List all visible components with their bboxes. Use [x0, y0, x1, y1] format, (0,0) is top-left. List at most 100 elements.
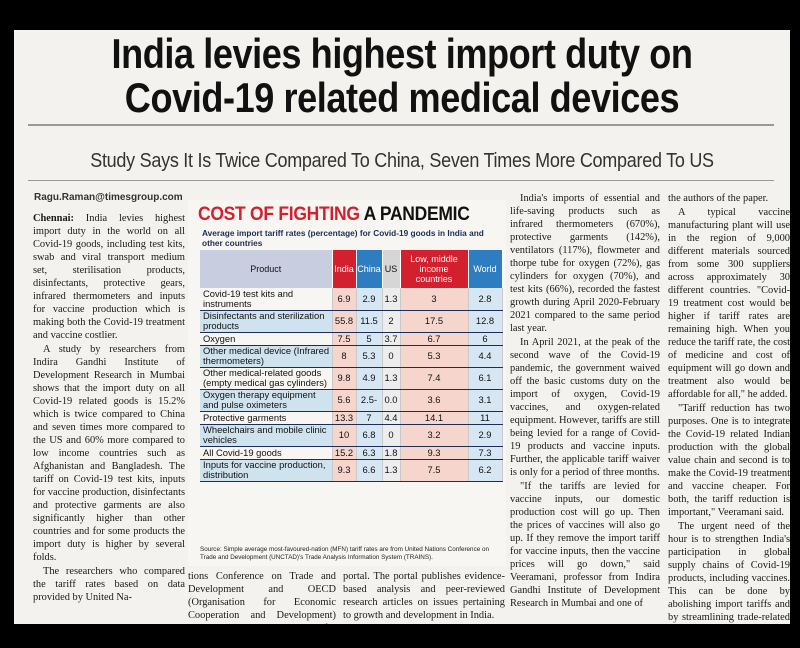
- tariff-cell-low-middle: 7.5: [400, 459, 469, 482]
- article-column-1: Chennai: India levies highest import dut…: [33, 212, 185, 622]
- article-paragraph: the authors of the paper.: [668, 193, 769, 204]
- tariff-cell-world: 6.2: [468, 459, 503, 482]
- table-row: All Covid-19 goods 15.2 6.3 1.8 9.3 7.3: [200, 446, 503, 460]
- column-header-china: China: [356, 250, 383, 288]
- tariff-cell-india: 10: [332, 424, 357, 447]
- tariff-cell-world: 3.1: [468, 389, 503, 412]
- article-column-4: India's imports of essential and life-sa…: [510, 192, 660, 624]
- column-header-world: World: [468, 250, 503, 288]
- byline: Ragu.Raman@timesgroup.com: [34, 192, 183, 203]
- article-paragraph: "Tariff reduction has two purposes. One …: [668, 403, 790, 518]
- article-paragraph: "If the tariffs are levied for vaccine i…: [510, 481, 660, 609]
- tariff-cell-low-middle: 9.3: [400, 446, 469, 460]
- tariff-cell-china: 2.9: [356, 288, 383, 311]
- tariff-cell-world: 6: [468, 332, 503, 346]
- headline-line-1: India levies highest import duty on: [111, 30, 693, 77]
- tariff-cell-china: 7: [356, 411, 383, 425]
- article-paragraph: portal. The portal publishes evidence-ba…: [343, 571, 505, 621]
- product-cell: Oxygen: [200, 332, 333, 346]
- column-header-us: US: [382, 250, 401, 288]
- table-row: Oxygen 7.5 5 3.7 6.7 6: [200, 332, 503, 346]
- table-row: Protective garments 13.3 7 4.4 14.1 11: [200, 411, 503, 425]
- tariff-cell-us: 1.8: [382, 446, 401, 460]
- tariff-cell-low-middle: 14.1: [400, 411, 469, 425]
- tariff-cell-us: 1.3: [382, 459, 401, 482]
- tariff-cell-china: 6.3: [356, 446, 383, 460]
- tariff-cell-low-middle: 7.4: [400, 367, 469, 390]
- tariff-cell-low-middle: 17.5: [400, 310, 469, 333]
- infographic-title-red: COST OF FIGHTING: [198, 204, 360, 225]
- article-paragraph: A typical vaccine manufacturing plant wi…: [668, 207, 790, 400]
- infographic-source: Source: Simple average most-favoured-nat…: [200, 546, 489, 561]
- tariff-cell-us: 4.4: [382, 411, 401, 425]
- column-header-india: India: [332, 250, 357, 288]
- tariff-cell-india: 5.6: [332, 389, 357, 412]
- subheadline: Study Says It Is Twice Compared To China…: [90, 150, 714, 172]
- tariff-cell-china: 11.5: [356, 310, 383, 333]
- table-row: Inputs for vaccine production, distribut…: [200, 459, 503, 482]
- tariff-cell-india: 9.3: [332, 459, 357, 482]
- tariff-cell-world: 4.4: [468, 345, 503, 368]
- column-header-product: Product: [200, 250, 333, 288]
- tariff-cell-india: 8: [332, 345, 357, 368]
- product-cell: Other medical device (Infrared thermomet…: [200, 345, 333, 368]
- table-row: Disinfectants and sterilization products…: [200, 310, 503, 333]
- headline-divider: [28, 124, 774, 126]
- tariff-cell-us: 0.0: [382, 389, 401, 412]
- tariff-cell-india: 7.5: [332, 332, 357, 346]
- tariff-cell-india: 6.9: [332, 288, 357, 311]
- article-paragraph: India's imports of essential and life-sa…: [510, 193, 660, 334]
- tariff-cell-us: 2: [382, 310, 401, 333]
- tariff-cell-world: 7.3: [468, 446, 503, 460]
- article-paragraph: The urgent need of the hour is to streng…: [668, 521, 790, 623]
- product-cell: Inputs for vaccine production, distribut…: [200, 459, 333, 482]
- tariff-cell-low-middle: 5.3: [400, 345, 469, 368]
- article-paragraph: Chennai: India levies highest import dut…: [33, 212, 185, 342]
- tariff-cell-china: 4.9: [356, 367, 383, 390]
- tariff-cell-us: 3.7: [382, 332, 401, 346]
- tariff-cell-india: 55.8: [332, 310, 357, 333]
- article-column-3: portal. The portal publishes evidence-ba…: [343, 570, 505, 624]
- dateline: Chennai:: [33, 213, 74, 224]
- tariff-cell-us: 1.3: [382, 288, 401, 311]
- tariff-table: Product India China US Low, middle incom…: [200, 250, 503, 482]
- tariff-cell-us: 0: [382, 345, 401, 368]
- tariff-cell-low-middle: 6.7: [400, 332, 469, 346]
- product-cell: Covid-19 test kits and instruments: [200, 288, 333, 311]
- tariff-cell-low-middle: 3.2: [400, 424, 469, 447]
- paragraph-text: India levies highest import duty in the …: [33, 213, 185, 341]
- article-paragraph: The researchers who compared the tariff …: [33, 566, 185, 603]
- newspaper-clipping: India levies highest import duty on Covi…: [14, 30, 790, 624]
- tariff-cell-us: 1.3: [382, 367, 401, 390]
- product-cell: Other medical-related goods (empty medic…: [200, 367, 333, 390]
- tariff-cell-india: 13.3: [332, 411, 357, 425]
- article-paragraph: tions Conference on Trade and Developmen…: [188, 571, 336, 624]
- infographic-description: Average import tariff rates (percentage)…: [202, 228, 484, 248]
- tariff-cell-india: 9.8: [332, 367, 357, 390]
- table-row: Covid-19 test kits and instruments 6.9 2.9…: [200, 288, 503, 311]
- table-row: Wheelchairs and mobile clinic vehicles 10…: [200, 424, 503, 447]
- table-row: Other medical-related goods (empty medic…: [200, 367, 503, 390]
- tariff-cell-world: 2.8: [468, 288, 503, 311]
- infographic-title: COST OF FIGHTING A PANDEMIC: [198, 204, 470, 226]
- tariff-cell-china: 5.3: [356, 345, 383, 368]
- tariff-cell-china: 6.8: [356, 424, 383, 447]
- product-cell: Protective garments: [200, 411, 333, 425]
- tariff-cell-china: 6.6: [356, 459, 383, 482]
- product-cell: Disinfectants and sterilization products: [200, 310, 333, 333]
- table-header-row: Product India China US Low, middle incom…: [200, 250, 503, 288]
- product-cell: Oxygen therapy equipment and pulse oxime…: [200, 389, 333, 412]
- tariff-cell-world: 12.8: [468, 310, 503, 333]
- tariff-cell-india: 15.2: [332, 446, 357, 460]
- infographic-title-black: A PANDEMIC: [363, 204, 470, 225]
- column-header-low-middle-income: Low, middle income countries: [400, 250, 469, 288]
- tariff-cell-world: 11: [468, 411, 503, 425]
- tariff-cell-low-middle: 3: [400, 288, 469, 311]
- table-row: Other medical device (Infrared thermomet…: [200, 345, 503, 368]
- article-column-5: the authors of the paper. A typical vacc…: [668, 192, 790, 624]
- table-row: Oxygen therapy equipment and pulse oxime…: [200, 389, 503, 412]
- product-cell: All Covid-19 goods: [200, 446, 333, 460]
- article-paragraph: In April 2021, at the peak of the second…: [510, 337, 660, 478]
- tariff-cell-china: 2.5-: [356, 389, 383, 412]
- tariff-cell-china: 5: [356, 332, 383, 346]
